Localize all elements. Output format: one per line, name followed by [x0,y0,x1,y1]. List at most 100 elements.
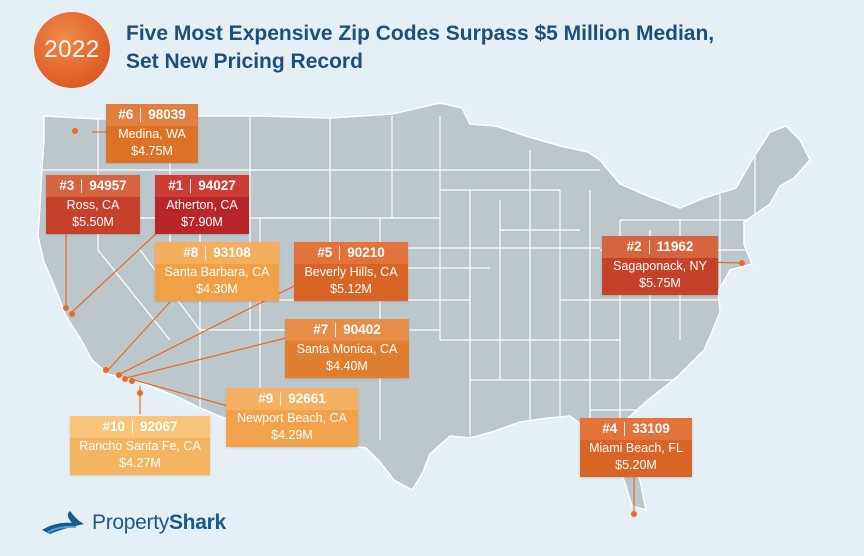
card-head: #1 94027 [155,175,249,197]
card-divider [339,246,341,260]
card-divider [205,246,207,260]
card-divider [648,240,650,254]
year-badge: 2022 [34,12,110,88]
card-rank: #4 [602,421,618,436]
title-line-2: Set New Pricing Record [126,50,363,73]
card-head: #10 92067 [70,416,210,438]
card-city: Atherton, CA [166,198,238,212]
card-price: $4.30M [196,282,238,296]
card-body: Newport Beach, CA $4.29M [226,410,358,447]
page-title: Five Most Expensive Zip Codes Surpass $5… [126,20,826,76]
card-city: Rancho Santa Fe, CA [79,439,201,453]
zip-card-newport-beach[interactable]: #9 92661 Newport Beach, CA $4.29M [226,388,358,447]
card-rank: #7 [313,322,329,337]
card-body: Beverly Hills, CA $5.12M [294,264,408,301]
card-price: $5.50M [72,215,114,229]
card-divider [131,420,133,434]
marker-ross [63,305,69,311]
card-divider [335,323,337,337]
card-head: #8 93108 [155,242,279,264]
marker-atherton [69,311,75,317]
card-price: $7.90M [181,215,223,229]
zip-card-atherton[interactable]: #1 94027 Atherton, CA $7.90M [155,175,249,234]
card-head: #9 92661 [226,388,358,410]
card-divider [190,179,192,193]
zip-card-ross[interactable]: #3 94957 Ross, CA $5.50M [46,175,140,234]
card-price: $4.40M [326,359,368,373]
card-divider [624,422,626,436]
card-body: Rancho Santa Fe, CA $4.27M [70,438,210,475]
marker-sagaponack [739,260,745,266]
card-body: Santa Monica, CA $4.40M [285,341,409,378]
card-zip: 11962 [656,239,694,254]
card-body: Atherton, CA $7.90M [155,197,249,234]
marker-newport-beach [129,378,135,384]
card-city: Santa Monica, CA [296,342,398,356]
card-zip: 90402 [343,322,381,337]
card-zip: 92067 [139,419,178,434]
zip-card-beverly-hills[interactable]: #5 90210 Beverly Hills, CA $5.12M [294,242,408,301]
card-zip: 92661 [288,391,326,406]
card-head: #3 94957 [46,175,140,197]
marker-medina [72,128,78,134]
card-city: Miami Beach, FL [589,441,683,455]
card-zip: 94027 [198,178,236,193]
brand-bold: Shark [168,511,226,534]
card-city: Beverly Hills, CA [304,265,398,279]
card-zip: 94957 [89,178,127,193]
card-rank: #3 [59,178,75,193]
year-text: 2022 [44,36,100,63]
shark-fin-icon [42,511,84,534]
card-divider [81,179,83,193]
card-city: Santa Barbara, CA [164,265,270,279]
card-price: $4.29M [271,428,313,442]
card-body: Medina, WA $4.75M [106,126,198,163]
marker-santa-barbara [103,367,109,373]
card-city: Medina, WA [118,127,186,141]
card-rank: #6 [118,107,134,122]
brand-name: PropertyShark [92,511,226,535]
card-head: #2 11962 [602,236,718,258]
card-city: Sagaponack, NY [613,259,707,273]
zip-card-rancho-santa-fe[interactable]: #10 92067 Rancho Santa Fe, CA $4.27M [70,416,210,475]
card-rank: #9 [258,391,274,406]
location-markers [63,128,745,517]
card-zip: 90210 [347,245,385,260]
card-body: Miami Beach, FL $5.20M [580,440,692,477]
marker-beverly-hills [116,372,122,378]
card-rank: #10 [102,419,125,434]
zip-card-miami-beach[interactable]: #4 33109 Miami Beach, FL $5.20M [580,418,692,477]
card-divider [140,108,142,122]
card-price: $4.27M [119,456,161,470]
card-body: Ross, CA $5.50M [46,197,140,234]
card-zip: 93108 [213,245,251,260]
card-body: Santa Barbara, CA $4.30M [155,264,279,301]
card-price: $5.75M [639,276,681,290]
zip-card-medina[interactable]: #6 98039 Medina, WA $4.75M [106,104,198,163]
card-rank: #1 [168,178,184,193]
card-head: #6 98039 [106,104,198,126]
card-zip: 33109 [632,421,670,436]
marker-santa-monica [122,376,128,382]
card-body: Sagaponack, NY $5.75M [602,258,718,295]
card-price: $4.75M [131,144,173,158]
card-rank: #5 [317,245,333,260]
brand-light: Property [92,511,169,534]
marker-rancho-santa-fe [137,390,143,396]
card-head: #4 33109 [580,418,692,440]
marker-miami-beach [631,511,637,517]
zip-card-santa-barbara[interactable]: #8 93108 Santa Barbara, CA $4.30M [155,242,279,301]
card-divider [280,392,282,406]
card-city: Newport Beach, CA [237,411,347,425]
propertyshark-logo: PropertyShark [40,508,226,538]
card-head: #5 90210 [294,242,408,264]
card-city: Ross, CA [66,198,120,212]
card-rank: #8 [183,245,199,260]
zip-card-santa-monica[interactable]: #7 90402 Santa Monica, CA $4.40M [285,319,409,378]
card-zip: 98039 [148,107,186,122]
zip-card-sagaponack[interactable]: #2 11962 Sagaponack, NY $5.75M [602,236,718,295]
card-head: #7 90402 [285,319,409,341]
title-line-1: Five Most Expensive Zip Codes Surpass $5… [126,22,715,45]
card-rank: #2 [626,239,642,254]
card-price: $5.20M [615,458,657,472]
